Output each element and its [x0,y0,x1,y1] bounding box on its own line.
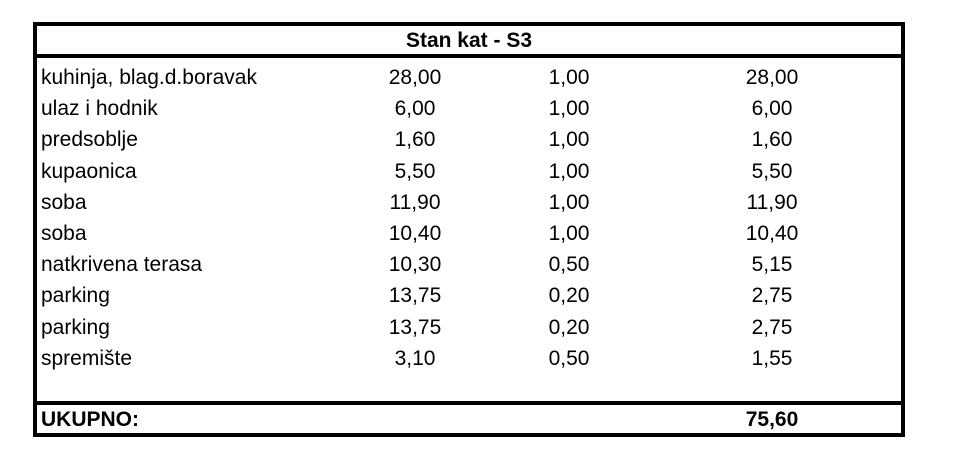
room-area: 1,60 [394,128,436,152]
area-table: Stan kat - S3 kuhinja, blag.d.boravak 28… [33,22,905,437]
table-row: kuhinja, blag.d.boravak 28,00 1,00 28,00 [37,62,901,93]
room-total: 2,75 [751,315,793,339]
total-row: UKUPNO: 75,60 [37,401,901,433]
table-row: soba 11,90 1,00 11,90 [37,187,901,218]
room-area: 13,75 [388,315,442,339]
room-name: parking [41,315,110,339]
room-total: 2,75 [751,284,793,308]
room-coefficient: 0,50 [548,253,590,277]
room-coefficient: 1,00 [548,128,590,152]
room-area: 28,00 [388,66,442,89]
table-row: soba 10,40 1,00 10,40 [37,218,901,249]
room-coefficient: 0,50 [548,346,590,370]
room-total: 10,40 [745,221,799,245]
room-total: 6,00 [751,97,793,121]
table-row: parking 13,75 0,20 2,75 [37,312,901,343]
table-row: kupaonica 5,50 1,00 5,50 [37,156,901,187]
room-coefficient: 1,00 [548,97,590,121]
room-coefficient: 1,00 [548,221,590,245]
room-name: spremište [41,346,133,370]
room-area: 6,00 [394,97,436,121]
room-name: soba [41,190,87,214]
total-value: 75,60 [745,408,799,431]
table-rows: kuhinja, blag.d.boravak 28,00 1,00 28,00… [37,62,901,374]
room-name: kupaonica [41,159,137,183]
room-name: parking [41,284,110,308]
room-name: soba [41,221,87,245]
table-row: parking 13,75 0,20 2,75 [37,280,901,311]
room-name: predsoblje [41,128,138,152]
room-total: 5,50 [751,159,793,183]
room-area: 5,50 [394,159,436,183]
table-row: predsoblje 1,60 1,00 1,60 [37,124,901,155]
table-row: ulaz i hodnik 6,00 1,00 6,00 [37,93,901,124]
room-area: 13,75 [388,284,442,308]
room-name: kuhinja, blag.d.boravak [41,66,257,89]
room-coefficient: 0,20 [548,284,590,308]
room-coefficient: 1,00 [548,190,590,214]
table-row: natkrivena terasa 10,30 0,50 5,15 [37,249,901,280]
room-total: 1,55 [751,346,793,370]
room-total: 28,00 [745,66,799,89]
room-total: 11,90 [746,190,798,214]
room-total: 5,15 [751,253,793,277]
room-area: 10,30 [388,253,442,277]
room-name: natkrivena terasa [41,253,203,277]
room-area: 11,90 [389,190,441,214]
room-area: 10,40 [388,221,442,245]
room-coefficient: 0,20 [548,315,590,339]
table-row: spremište 3,10 0,50 1,55 [37,343,901,374]
room-total: 1,60 [751,128,793,152]
table-title: Stan kat - S3 [37,26,901,58]
room-coefficient: 1,00 [548,66,590,89]
total-label: UKUPNO: [41,408,139,431]
room-coefficient: 1,00 [548,159,590,183]
room-area: 3,10 [394,346,436,370]
room-name: ulaz i hodnik [41,97,158,121]
